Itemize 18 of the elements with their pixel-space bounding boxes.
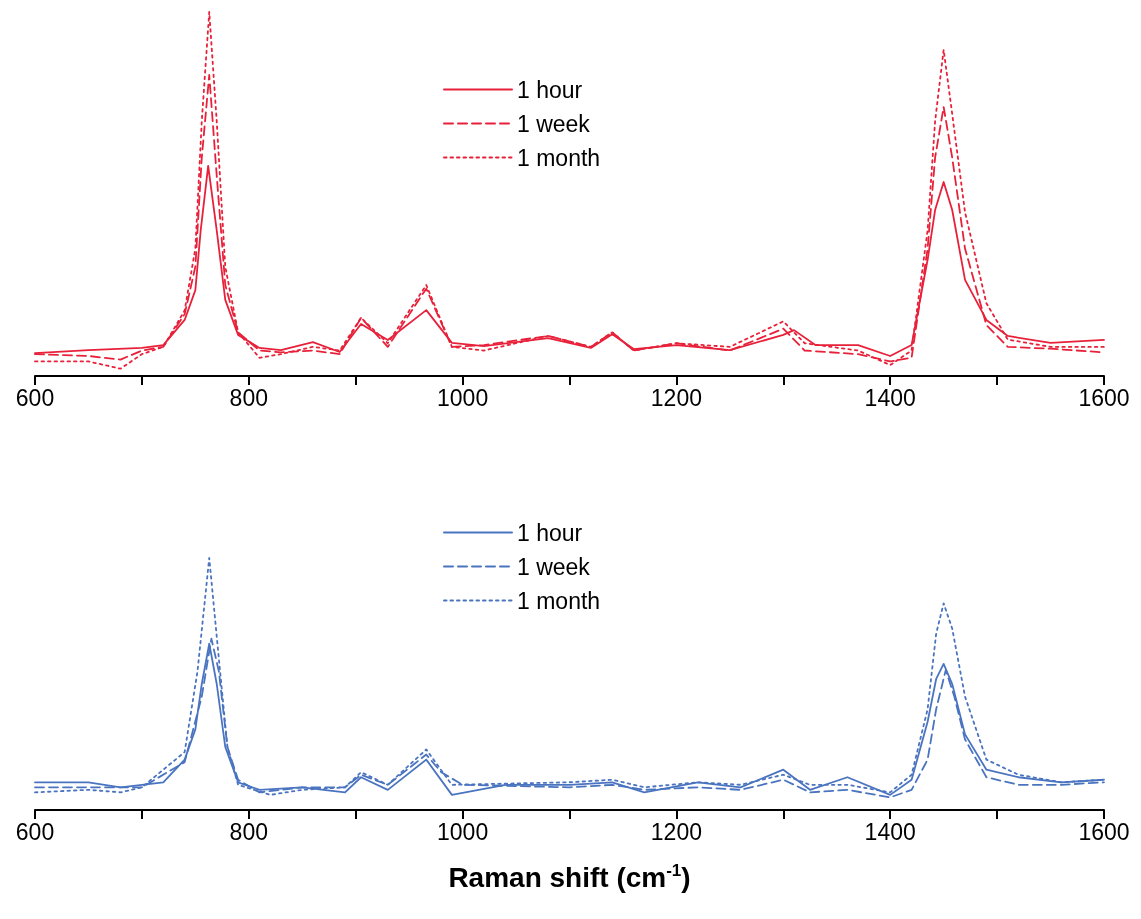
x-tick-label: 1600 xyxy=(1078,818,1130,845)
x-tick-label: 1000 xyxy=(437,818,489,845)
x-tick-label: 600 xyxy=(15,384,55,411)
legend-label: 1 hour xyxy=(517,76,583,103)
x-tick-label: 800 xyxy=(229,818,268,845)
x-tick-label: 1200 xyxy=(650,818,702,845)
x-tick-label: 1400 xyxy=(864,384,916,411)
x-tick-label: 600 xyxy=(15,818,55,845)
legend-label: 1 week xyxy=(517,553,591,580)
legend-label: 1 week xyxy=(517,110,591,137)
legend-label: 1 month xyxy=(517,587,601,614)
x-tick-label: 800 xyxy=(229,384,268,411)
legend-label: 1 month xyxy=(517,144,601,171)
x-tick-label: 1600 xyxy=(1078,384,1130,411)
x-tick-label: 1000 xyxy=(437,384,489,411)
x-tick-label: 1200 xyxy=(650,384,702,411)
x-tick-label: 1400 xyxy=(864,818,916,845)
legend-label: 1 hour xyxy=(517,519,583,546)
